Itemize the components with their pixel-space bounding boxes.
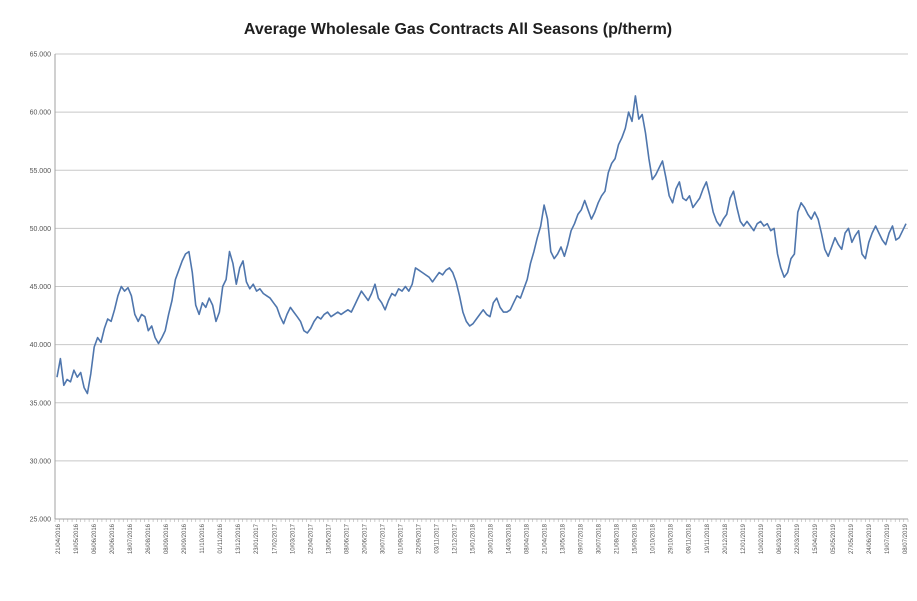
y-tick-label: 25.000	[30, 517, 52, 524]
series-group	[56, 95, 907, 395]
x-tick-label: 21/08/2018	[615, 523, 621, 554]
x-tick-label: 09/07/2018	[579, 523, 585, 554]
x-tick-label: 19/05/2016	[74, 523, 80, 554]
y-tick-label: 45.000	[30, 284, 52, 291]
series-line	[56, 95, 907, 395]
x-tick-label: 08/09/2016	[164, 523, 170, 554]
x-tick-label: 18/07/2016	[128, 523, 134, 554]
x-tick-label: 30/07/2018	[597, 523, 603, 554]
chart-title: Average Wholesale Gas Contracts All Seas…	[244, 21, 672, 38]
x-tick-label: 08/07/2019	[903, 523, 909, 554]
x-tick-label: 15/01/2018	[470, 523, 476, 554]
x-tick-label: 13/05/2018	[561, 523, 567, 554]
x-tick-label: 03/11/2017	[434, 523, 440, 553]
x-tick-label: 06/03/2019	[777, 523, 783, 554]
x-tick-label: 21/04/2016	[56, 523, 62, 554]
x-tick-label: 01/09/2017	[398, 523, 404, 554]
x-tick-label: 22/03/2019	[795, 523, 801, 554]
x-tick-label: 19/11/2018	[705, 523, 711, 553]
y-tick-label: 50.000	[30, 226, 52, 233]
x-tick-label: 21/04/2018	[543, 523, 549, 554]
y-tick-label: 35.000	[30, 400, 52, 407]
x-tick-label: 15/09/2018	[633, 523, 639, 554]
x-tick-label: 01/11/2016	[218, 523, 224, 553]
x-tick-label: 27/05/2019	[849, 523, 855, 554]
y-tick-label: 60.000	[30, 110, 52, 117]
x-tick-label: 12/12/2017	[452, 523, 458, 554]
x-tick-label: 12/01/2019	[741, 523, 747, 554]
x-tick-label: 30/01/2018	[489, 523, 495, 554]
x-tick-label: 24/06/2019	[867, 523, 873, 554]
x-tick-label: 29/09/2016	[182, 523, 188, 554]
y-tick-label: 40.000	[30, 342, 52, 349]
x-tick-label: 29/10/2018	[669, 523, 675, 554]
x-tick-label: 19/07/2019	[885, 523, 891, 554]
x-tick-label: 08/11/2018	[687, 523, 693, 553]
y-axis-ticks: 25.000 30.000 35.000 40.000 45.000 50.000 55.0…	[30, 52, 52, 524]
x-axis-ticks: 21/04/2016 19/05/2016 06/06/2016 20/06/2016…	[54, 519, 909, 554]
gridlines	[55, 53, 908, 462]
x-tick-label: 10/10/2018	[651, 523, 657, 554]
x-tick-label: 13/12/2016	[236, 523, 242, 554]
x-tick-label: 20/12/2018	[723, 523, 729, 554]
x-tick-label: 10/03/2017	[290, 523, 296, 554]
x-tick-label: 20/06/2016	[110, 523, 116, 554]
x-tick-label: 30/07/2017	[380, 523, 386, 554]
x-tick-label: 08/06/2017	[344, 523, 350, 554]
x-tick-label: 22/04/2017	[308, 523, 314, 554]
x-tick-label: 11/10/2016	[200, 523, 206, 553]
x-tick-label: 05/05/2019	[831, 523, 837, 554]
y-tick-label: 65.000	[30, 52, 52, 59]
x-tick-label: 10/02/2019	[759, 523, 765, 554]
x-tick-label: 22/09/2017	[416, 523, 422, 554]
x-tick-label: 20/06/2017	[362, 523, 368, 554]
x-tick-label: 06/06/2016	[92, 523, 98, 554]
x-tick-label: 23/01/2017	[254, 523, 260, 554]
x-tick-label: 15/04/2019	[813, 523, 819, 554]
x-tick-label: 14/03/2018	[507, 523, 513, 554]
y-tick-label: 55.000	[30, 168, 52, 175]
x-tick-label: 26/08/2016	[146, 523, 152, 554]
x-tick-label: 13/05/2017	[326, 523, 332, 554]
x-tick-label: 17/02/2017	[272, 523, 278, 554]
y-tick-label: 30.000	[30, 458, 52, 465]
x-tick-label: 08/04/2018	[525, 523, 531, 554]
